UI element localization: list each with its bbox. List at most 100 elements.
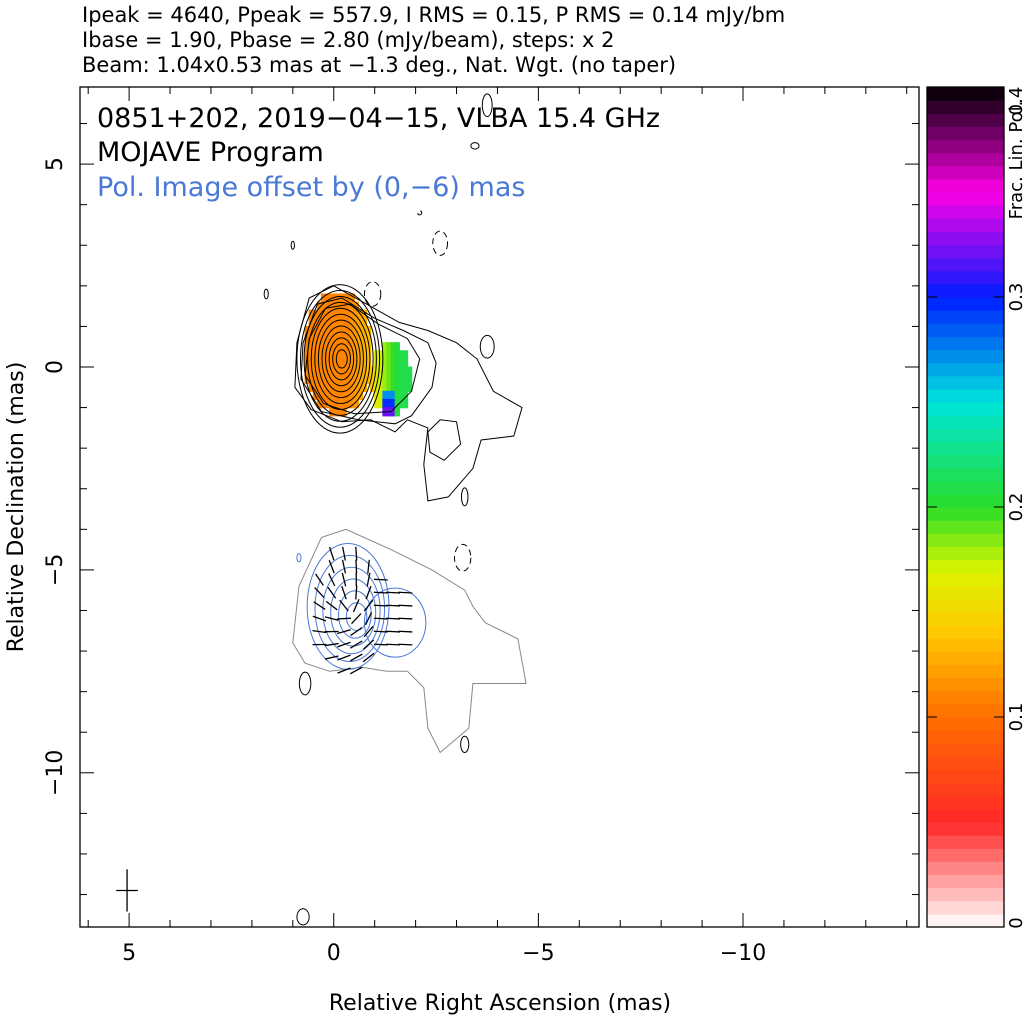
pol-pixel <box>333 350 339 360</box>
pol-pixel <box>398 350 405 360</box>
pol-pixel <box>349 366 355 376</box>
y-tick-label: 0 <box>43 360 68 374</box>
colorbar-swatch <box>927 651 1004 666</box>
stokes-i-contour <box>332 343 351 375</box>
evpa-vector <box>314 587 325 599</box>
stokes-i-contour <box>314 313 368 405</box>
evpa-vector <box>386 604 401 607</box>
evpa-vector <box>365 612 373 626</box>
colorbar-swatch <box>927 533 1004 547</box>
pol-pixel <box>341 301 347 311</box>
evpa-vector <box>373 617 388 620</box>
evpa-vector <box>349 666 363 675</box>
pol-pixel <box>337 325 343 336</box>
pol-pixel <box>378 350 384 360</box>
pol-pixel <box>378 390 384 401</box>
pol-pixel <box>329 398 335 409</box>
y-tick-label: −5 <box>43 554 68 586</box>
evpa-vector <box>363 625 374 638</box>
pol-pixel <box>386 390 392 401</box>
pol-pixel <box>325 398 331 409</box>
stokes-i-contour <box>328 337 355 381</box>
pol-pixel <box>341 317 347 328</box>
colorbar-swatch <box>927 822 1004 836</box>
pol-pixel <box>341 293 347 303</box>
evpa-vector <box>386 643 401 646</box>
evpa-vector <box>337 629 351 635</box>
pol-pixel <box>402 398 409 409</box>
evpa-vector <box>352 599 360 613</box>
pol-pixel <box>406 366 413 376</box>
colorbar-swatch <box>927 730 1004 744</box>
y-tick-labels: 5 0 −5 −10 <box>43 157 68 796</box>
colorbar-swatch <box>927 152 1004 167</box>
colorbar-swatch <box>927 283 1004 298</box>
pol-pixel <box>341 350 347 360</box>
evpa-vector <box>341 585 347 600</box>
pol-pixel <box>329 301 335 311</box>
pol-pixel <box>325 293 331 303</box>
pol-pixel <box>361 358 368 368</box>
pol-pixel <box>304 366 310 376</box>
x-tick-labels: 5 0 −5 −10 <box>122 941 766 966</box>
pol-pixel <box>390 407 396 417</box>
pol-pixel <box>402 350 409 360</box>
pol-pixel <box>316 317 323 328</box>
y-tick-label: −10 <box>43 750 68 796</box>
colorbar-swatch <box>927 559 1004 574</box>
evpa-vector <box>325 600 338 611</box>
stokes-i-islet <box>290 240 295 250</box>
colorbar-swatch <box>927 546 1004 561</box>
pol-pixel <box>390 366 396 376</box>
pol-pixel <box>345 382 351 393</box>
pol-pixel <box>349 382 355 393</box>
pol-pixel <box>361 366 368 376</box>
colorbar-swatch <box>927 192 1004 206</box>
pol-pixel <box>333 358 339 368</box>
pol-pixel <box>361 334 368 344</box>
pol-pixel <box>329 317 335 328</box>
pol-pixel <box>316 358 323 368</box>
pol-pixel <box>349 317 355 328</box>
map-area <box>116 93 527 926</box>
evpa-vector <box>336 617 351 620</box>
pol-pixel <box>341 390 347 401</box>
colorbar-swatch <box>927 795 1004 810</box>
pol-contour <box>296 553 302 563</box>
colorbar-swatch <box>927 900 1004 915</box>
pol-pixel <box>312 325 319 336</box>
x-tick-label: −10 <box>720 941 766 966</box>
stokes-i-contour <box>321 325 361 393</box>
pol-pixel <box>386 358 392 368</box>
evpa-vector <box>386 630 401 633</box>
evpa-vector <box>349 640 363 649</box>
pol-pixel <box>333 374 339 384</box>
pol-pixel <box>353 398 360 409</box>
stokes-i-islet <box>298 671 312 696</box>
negative-contours <box>363 210 472 572</box>
pol-pixel <box>341 342 347 352</box>
pol-pixel <box>365 350 372 360</box>
chart-subtitle: MOJAVE Program <box>97 137 324 168</box>
pol-pixel <box>316 334 323 344</box>
pol-pixel <box>353 301 360 311</box>
pol-pixel <box>374 350 380 360</box>
pol-pixel <box>320 334 327 344</box>
pol-pixel <box>320 317 327 328</box>
axis-ticks <box>80 87 919 927</box>
colorbar-swatch <box>927 244 1004 259</box>
pol-contour <box>314 554 386 663</box>
pol-pixel <box>382 342 388 352</box>
colorbar-swatch <box>927 808 1004 823</box>
pol-pixel <box>308 382 314 393</box>
header-line-2: Ibase = 1.90, Pbase = 2.80 (mJy/beam), s… <box>82 28 614 52</box>
pol-pixel <box>325 350 331 360</box>
header-line-1: Ipeak = 4640, Ppeak = 557.9, I RMS = 0.1… <box>82 3 785 27</box>
pol-pixel <box>312 350 319 360</box>
pol-pixel <box>304 342 310 352</box>
pol-pixel <box>382 366 388 376</box>
colorbar-swatch <box>927 270 1004 285</box>
pol-pixel <box>398 374 405 384</box>
pol-pixel <box>345 366 351 376</box>
pol-pixel <box>353 342 360 352</box>
